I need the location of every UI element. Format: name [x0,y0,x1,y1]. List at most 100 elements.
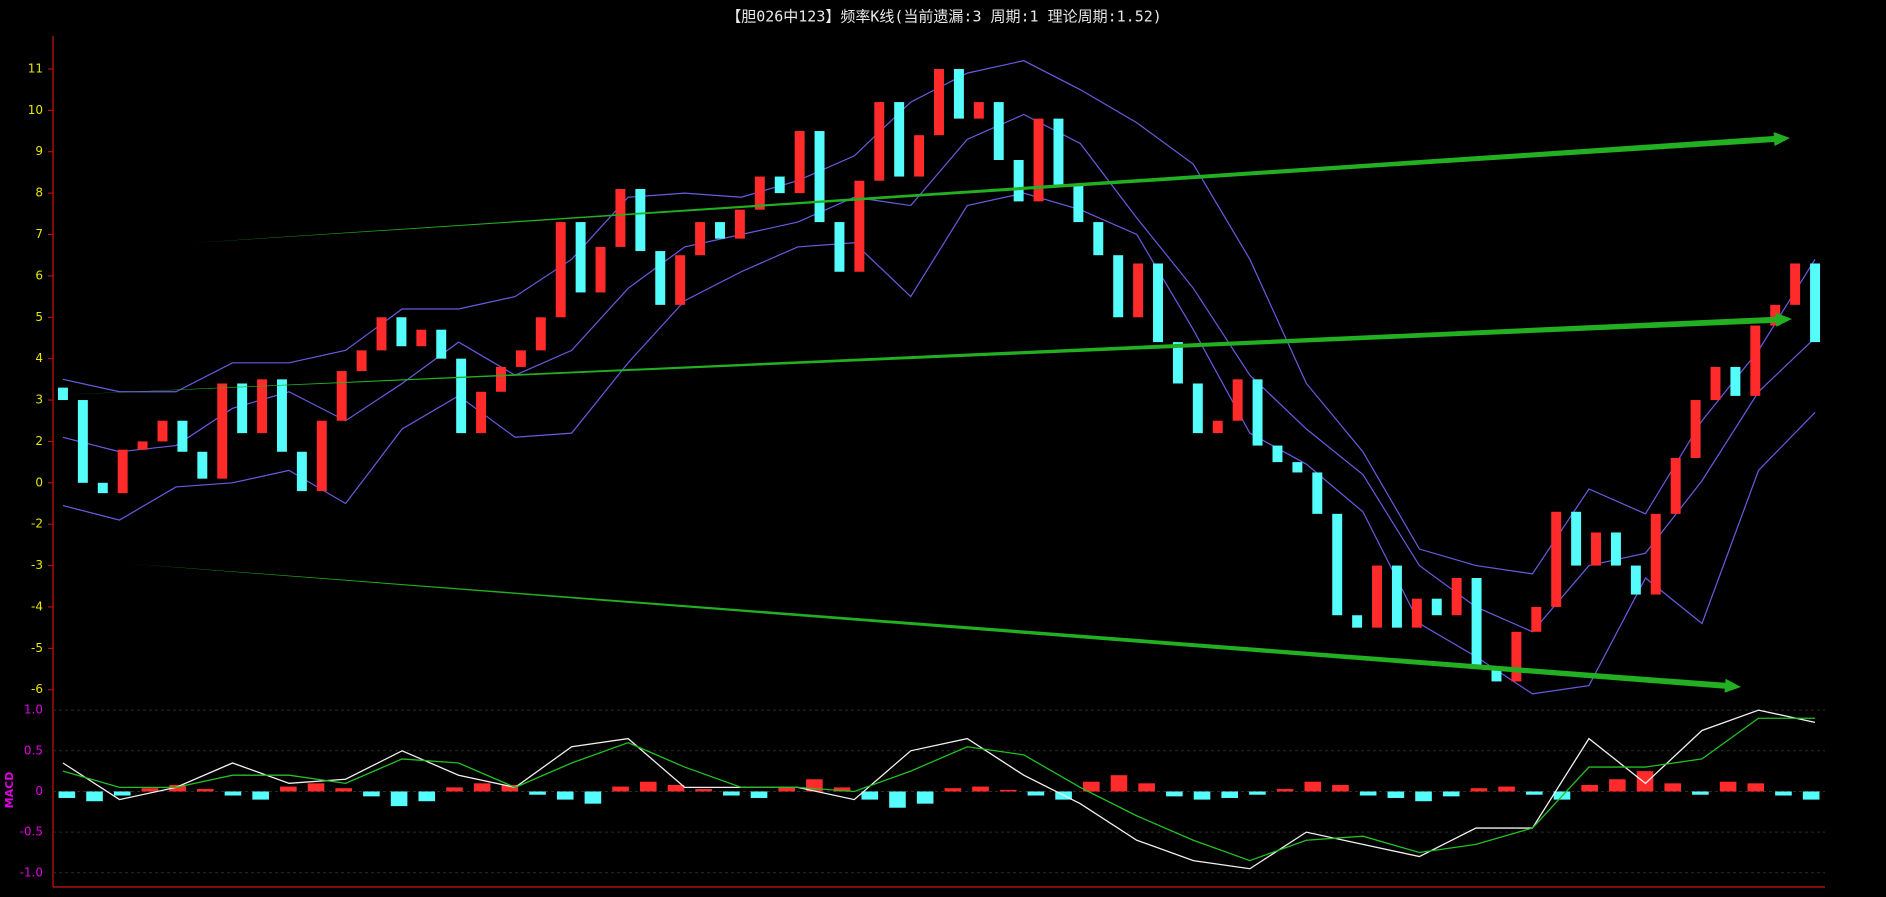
candle-body [1571,511,1582,566]
candle-body [715,222,725,239]
candle-body [1033,118,1044,202]
candle-body [1431,598,1442,616]
macd-bar [750,791,768,798]
macd-bar [86,791,103,802]
macd-bar [778,787,796,792]
macd-bar [169,784,186,792]
candle-body [416,329,427,347]
candle-body [953,68,964,119]
macd-bar [418,791,436,802]
candle-body [1391,565,1402,628]
candle-body [555,222,566,318]
candle-body [1690,400,1701,458]
candle-body [934,68,944,136]
candle-body [1013,160,1024,202]
candle-body [77,400,88,483]
candle-body [834,222,845,272]
candle-body [296,451,307,492]
candle-body [1093,222,1104,256]
candle-body [1252,379,1263,446]
candle-body [276,379,287,452]
macd-bar [529,791,546,795]
candle-body [1471,577,1482,670]
macd-bar [1636,771,1654,792]
macd-bar [1249,791,1266,795]
candle-body [1650,513,1661,595]
macd-bar [1193,791,1211,800]
macd-bar [335,788,353,792]
macd-bar [723,791,740,796]
macd-bar [833,787,851,792]
candle-body [376,317,387,351]
candle-body [456,358,467,434]
macd-bar [612,786,629,792]
candle-body [734,209,745,239]
candle-body [535,317,546,351]
macd-bar [196,789,214,792]
y-tick-label: -5 [31,641,43,655]
candle-body [1491,669,1502,682]
macd-bar [889,791,906,808]
y-tick-label: -1.0 [20,865,43,879]
candle-body [237,383,248,434]
macd-bar [556,791,574,800]
candle-body [1451,577,1462,616]
candle-body [1153,263,1163,343]
macd-line [62,717,1815,862]
candle-body [1272,445,1283,463]
bollinger-line [62,192,1816,695]
y-tick-label: 10 [28,103,43,117]
macd-bar [944,788,962,792]
chart-title: 【胆026中123】频率K线(当前遗漏:3 周期:1 理论周期:1.52) [726,8,1162,26]
macd-bar [363,791,380,797]
candle-body [436,329,447,359]
candle-body [1192,383,1203,434]
candle-body [1133,263,1144,318]
candle-body [336,371,347,421]
macd-bar [1027,791,1045,796]
candle-body [1073,184,1084,223]
candle-body [1551,511,1562,607]
candle-body [1610,532,1621,566]
macd-bar [1581,784,1598,792]
candle-body [914,135,925,177]
candle-body [575,222,586,293]
y-tick-label: 3 [35,393,43,407]
candle-body [1352,615,1363,628]
candle-body [1770,304,1781,326]
candle-body [973,102,984,119]
trend-arrow [58,312,1792,395]
candle-body [854,180,865,272]
candle-body [1531,606,1542,632]
candle-body [874,102,885,181]
y-tick-label: 4 [35,351,43,365]
y-tick-label: -0.5 [20,825,43,839]
bollinger-line [62,60,1816,575]
candle-body [496,366,506,392]
bollinger-line [62,113,1816,633]
candle-body [774,176,785,194]
candle-body [754,176,765,210]
macd-bar [1442,791,1460,797]
candle-body [1670,457,1681,514]
macd-bar [280,786,297,792]
macd-bar [58,791,76,798]
candle-body [1372,565,1382,628]
candle-body [1332,513,1343,616]
candle-body [1053,118,1064,185]
y-tick-label: -4 [31,599,43,613]
y-tick-label: 5 [35,310,43,324]
macd-bar [916,791,934,804]
macd-bar [1525,791,1543,795]
y-tick-label: 9 [35,144,43,158]
macd-bar [584,791,602,804]
candle-body [117,449,128,494]
candle-body [137,441,148,450]
macd-bar [1719,781,1737,792]
y-tick-label: 0 [35,784,43,798]
macd-bar [1332,784,1349,792]
candle-body [1710,366,1721,401]
macd-bar [639,781,657,792]
macd-bar [141,788,159,792]
macd-bar [1692,791,1709,795]
